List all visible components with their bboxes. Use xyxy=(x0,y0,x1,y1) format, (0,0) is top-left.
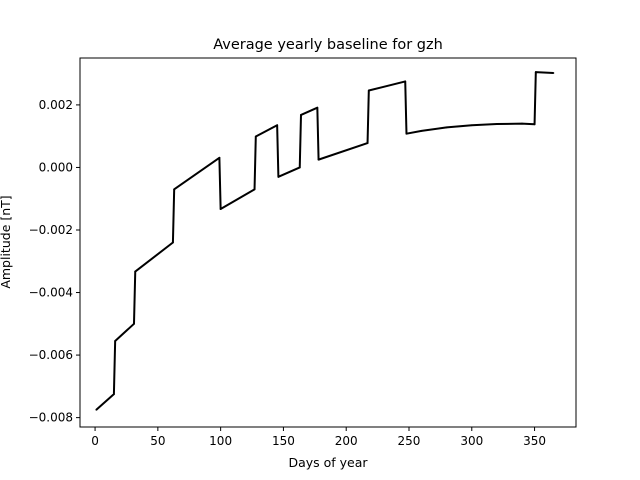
data-point xyxy=(277,175,280,178)
data-point xyxy=(470,124,473,127)
y-axis-ticks: −0.008 −0.006 −0.004 −0.002 0.000 0.002 xyxy=(29,98,80,425)
x-tick-label: 350 xyxy=(523,434,546,448)
x-tick-label: 50 xyxy=(150,434,165,448)
data-point xyxy=(552,72,555,74)
data-point xyxy=(405,132,408,135)
y-tick-label: −0.002 xyxy=(29,223,73,237)
series-layer xyxy=(95,71,555,411)
data-point xyxy=(114,340,117,342)
y-tick-label: 0.002 xyxy=(39,98,73,112)
x-tick-label: 0 xyxy=(91,434,99,448)
data-point xyxy=(173,188,176,191)
data-point xyxy=(420,129,423,132)
x-tick-label: 100 xyxy=(209,434,232,448)
data-point xyxy=(367,89,370,92)
data-point xyxy=(445,126,448,129)
x-axis-ticks: 0 50 100 150 200 250 300 350 xyxy=(91,427,546,448)
chart-title: Average yearly baseline for gzh xyxy=(213,37,443,53)
data-point xyxy=(276,124,279,127)
data-point xyxy=(113,393,115,396)
data-point xyxy=(404,80,407,83)
y-axis-label: Amplitude [nT] xyxy=(0,195,13,288)
data-point xyxy=(317,158,320,161)
data-point xyxy=(254,135,257,138)
data-point xyxy=(533,123,536,126)
x-axis-label: Days of year xyxy=(288,455,368,470)
data-point xyxy=(366,142,369,144)
data-point xyxy=(219,208,222,210)
x-tick-label: 150 xyxy=(272,434,295,448)
data-point xyxy=(300,114,302,116)
data-point xyxy=(133,322,135,325)
data-point xyxy=(172,241,174,244)
plot-frame xyxy=(79,57,577,428)
data-point xyxy=(316,106,319,109)
data-point xyxy=(495,123,498,125)
x-tick-label: 300 xyxy=(460,434,483,448)
data-point xyxy=(95,408,98,411)
data-point xyxy=(218,156,221,159)
y-tick-label: −0.004 xyxy=(29,286,73,300)
x-tick-label: 200 xyxy=(335,434,358,448)
data-point xyxy=(298,166,301,169)
data-point xyxy=(534,71,537,73)
data-point xyxy=(253,188,256,191)
y-tick-label: −0.008 xyxy=(29,411,73,425)
data-point xyxy=(521,122,523,125)
data-point xyxy=(134,270,137,273)
y-tick-label: 0.000 xyxy=(39,160,73,174)
x-tick-label: 250 xyxy=(398,434,421,448)
y-tick-label: −0.006 xyxy=(29,348,73,362)
